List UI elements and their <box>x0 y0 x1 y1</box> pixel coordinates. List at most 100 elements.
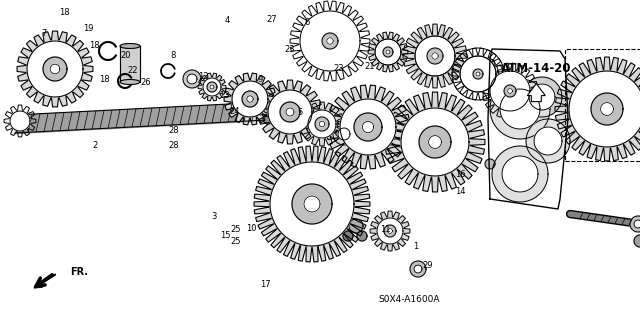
Polygon shape <box>207 82 217 92</box>
Text: 28: 28 <box>169 141 179 150</box>
Polygon shape <box>569 71 640 147</box>
Text: 22: 22 <box>128 66 138 75</box>
Bar <box>565 49 640 161</box>
Polygon shape <box>555 57 640 161</box>
Text: 19: 19 <box>83 24 93 33</box>
Polygon shape <box>327 38 333 44</box>
Polygon shape <box>630 216 640 232</box>
Polygon shape <box>375 39 401 65</box>
Polygon shape <box>414 265 422 273</box>
Ellipse shape <box>120 79 140 85</box>
Polygon shape <box>258 80 322 144</box>
Polygon shape <box>315 117 329 131</box>
Polygon shape <box>432 53 438 59</box>
Polygon shape <box>262 101 274 113</box>
Text: 18: 18 <box>99 75 109 84</box>
Polygon shape <box>120 46 140 82</box>
Polygon shape <box>490 71 530 111</box>
Text: 25: 25 <box>230 237 241 246</box>
Polygon shape <box>375 39 401 65</box>
Polygon shape <box>319 121 325 127</box>
Polygon shape <box>300 11 360 71</box>
Text: 20: 20 <box>120 51 131 60</box>
Polygon shape <box>286 108 294 116</box>
Polygon shape <box>326 85 410 169</box>
Polygon shape <box>268 90 312 134</box>
Text: 26: 26 <box>141 78 151 87</box>
Text: 23: 23 <box>334 64 344 73</box>
Polygon shape <box>490 79 550 139</box>
Polygon shape <box>534 127 562 155</box>
Polygon shape <box>354 113 382 141</box>
Polygon shape <box>385 92 485 192</box>
Polygon shape <box>343 231 353 241</box>
Text: 8: 8 <box>171 51 176 60</box>
Polygon shape <box>485 59 495 69</box>
Polygon shape <box>415 36 455 76</box>
Text: 14: 14 <box>456 187 466 196</box>
Polygon shape <box>508 89 513 93</box>
Text: 18: 18 <box>59 8 69 17</box>
Text: 13: 13 <box>219 91 229 100</box>
Text: 27: 27 <box>267 15 277 24</box>
Text: 28: 28 <box>169 126 179 135</box>
Text: 7: 7 <box>41 29 46 38</box>
Polygon shape <box>522 77 562 117</box>
Text: 3: 3 <box>212 212 217 221</box>
Polygon shape <box>429 136 442 148</box>
Polygon shape <box>254 146 370 262</box>
Text: 9: 9 <box>258 75 263 84</box>
Polygon shape <box>500 89 540 129</box>
Text: 11: 11 <box>380 225 390 234</box>
Polygon shape <box>485 159 495 169</box>
Polygon shape <box>403 24 467 88</box>
Polygon shape <box>526 119 570 163</box>
Polygon shape <box>10 111 30 131</box>
Polygon shape <box>322 33 338 49</box>
Text: FR.: FR. <box>70 267 88 277</box>
Polygon shape <box>280 102 300 122</box>
Polygon shape <box>263 114 273 124</box>
Polygon shape <box>370 211 410 251</box>
Text: 12: 12 <box>198 72 209 81</box>
Text: S0X4-A1600A: S0X4-A1600A <box>379 295 440 304</box>
Polygon shape <box>333 123 355 145</box>
Text: 16: 16 <box>456 170 466 179</box>
Polygon shape <box>340 99 396 155</box>
Text: ATM-14-20: ATM-14-20 <box>501 62 572 75</box>
Polygon shape <box>300 102 344 146</box>
Polygon shape <box>427 48 443 64</box>
Polygon shape <box>377 218 403 244</box>
Polygon shape <box>419 126 451 158</box>
Text: 25: 25 <box>230 225 241 234</box>
Polygon shape <box>504 85 516 97</box>
Polygon shape <box>529 84 555 110</box>
Text: 21: 21 <box>365 63 375 71</box>
Polygon shape <box>386 50 390 54</box>
Polygon shape <box>473 69 483 79</box>
Polygon shape <box>634 235 640 247</box>
Text: 10: 10 <box>246 224 256 233</box>
Polygon shape <box>50 64 60 74</box>
Text: 29: 29 <box>422 261 433 270</box>
Text: 23: 23 <box>284 45 294 54</box>
Text: 2: 2 <box>92 141 97 150</box>
Polygon shape <box>198 73 226 101</box>
Text: 17: 17 <box>260 280 271 289</box>
Polygon shape <box>476 72 480 76</box>
Polygon shape <box>242 91 258 107</box>
Polygon shape <box>460 56 496 92</box>
Text: 15: 15 <box>220 231 230 240</box>
Polygon shape <box>460 56 496 92</box>
Polygon shape <box>357 231 367 241</box>
Polygon shape <box>203 78 221 96</box>
Polygon shape <box>302 13 358 69</box>
Polygon shape <box>308 110 336 138</box>
Polygon shape <box>415 36 455 76</box>
Polygon shape <box>247 96 253 102</box>
Polygon shape <box>349 219 363 233</box>
Polygon shape <box>304 196 320 212</box>
Polygon shape <box>187 74 197 84</box>
Text: 5: 5 <box>297 108 302 117</box>
Polygon shape <box>410 261 426 277</box>
